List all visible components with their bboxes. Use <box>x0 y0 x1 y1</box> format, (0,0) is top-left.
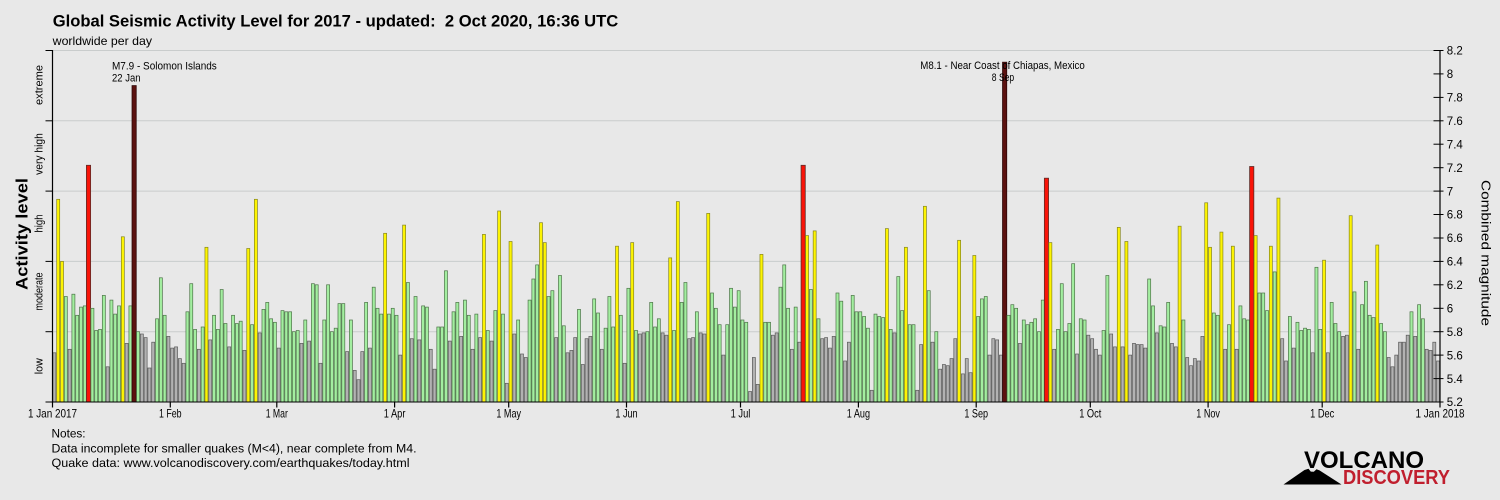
svg-text:Global Seismic Activity Level: Global Seismic Activity Level for 2017 -… <box>53 12 619 31</box>
svg-text:22 Jan: 22 Jan <box>112 73 141 85</box>
svg-text:1 May: 1 May <box>496 407 521 421</box>
svg-text:low: low <box>34 358 46 374</box>
svg-text:6.6: 6.6 <box>1447 233 1463 245</box>
svg-text:5.4: 5.4 <box>1447 374 1464 386</box>
svg-text:1 Mar: 1 Mar <box>266 407 288 421</box>
svg-text:1 Jul: 1 Jul <box>731 407 751 421</box>
svg-text:6.4: 6.4 <box>1447 257 1464 269</box>
svg-text:1 Sep: 1 Sep <box>964 407 988 421</box>
svg-text:7.6: 7.6 <box>1447 116 1463 128</box>
svg-text:DISCOVERY: DISCOVERY <box>1343 467 1451 489</box>
svg-text:5.6: 5.6 <box>1447 350 1463 362</box>
svg-text:5.2: 5.2 <box>1447 397 1463 409</box>
svg-text:1 Oct: 1 Oct <box>1079 407 1102 421</box>
svg-text:7: 7 <box>1447 186 1453 198</box>
svg-text:Notes:: Notes: <box>52 427 86 441</box>
svg-text:1 Jan 2017: 1 Jan 2017 <box>28 407 77 421</box>
svg-text:high: high <box>34 215 46 233</box>
svg-text:very high: very high <box>34 133 46 175</box>
svg-text:1 Dec: 1 Dec <box>1310 407 1334 421</box>
svg-text:1 Nov: 1 Nov <box>1196 407 1220 421</box>
svg-text:6.2: 6.2 <box>1447 280 1463 292</box>
svg-text:7.8: 7.8 <box>1447 93 1463 105</box>
svg-text:1 Apr: 1 Apr <box>384 407 406 421</box>
svg-text:1 Jan 2018: 1 Jan 2018 <box>1415 407 1464 421</box>
svg-text:extreme: extreme <box>34 65 46 105</box>
svg-text:Combined magnitude: Combined magnitude <box>1479 180 1493 326</box>
svg-text:M8.1 - Near Coast of Chiapas,: M8.1 - Near Coast of Chiapas, Mexico <box>920 60 1085 72</box>
svg-text:6: 6 <box>1447 304 1453 316</box>
svg-text:5.8: 5.8 <box>1447 327 1463 339</box>
svg-text:Data incomplete for smaller qu: Data incomplete for smaller quakes (M<4)… <box>52 441 417 455</box>
svg-text:Activity level: Activity level <box>14 178 32 290</box>
svg-text:1 Aug: 1 Aug <box>847 407 870 421</box>
svg-text:7.2: 7.2 <box>1447 163 1463 175</box>
svg-text:M7.9 - Solomon Islands: M7.9 - Solomon Islands <box>112 61 217 73</box>
svg-text:6.8: 6.8 <box>1447 210 1463 222</box>
svg-text:VOLCANO: VOLCANO <box>1304 447 1424 474</box>
svg-text:7.4: 7.4 <box>1447 139 1464 151</box>
svg-text:Quake data: www.volcanodiscove: Quake data: www.volcanodiscovery.com/ear… <box>52 456 410 470</box>
svg-text:moderate: moderate <box>34 273 46 311</box>
svg-text:1 Jun: 1 Jun <box>615 407 637 421</box>
svg-text:8: 8 <box>1447 69 1453 81</box>
svg-text:8.2: 8.2 <box>1447 46 1463 58</box>
svg-text:worldwide per day: worldwide per day <box>52 34 152 48</box>
svg-text:1 Feb: 1 Feb <box>159 407 182 421</box>
svg-text:8 Sep: 8 Sep <box>992 72 1014 84</box>
